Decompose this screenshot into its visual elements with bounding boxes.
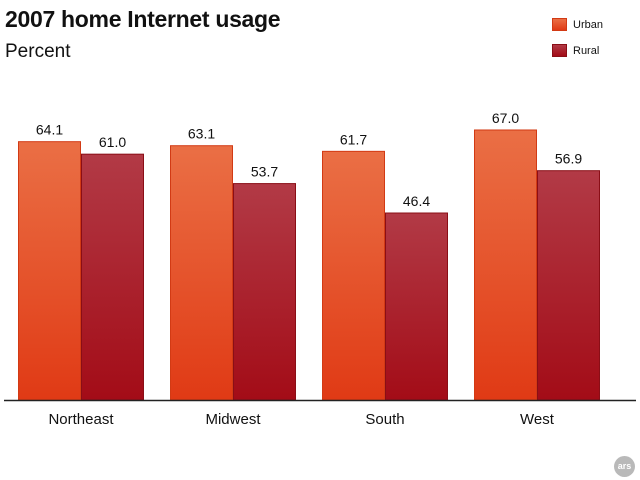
- value-label-rural-northeast: 61.0: [99, 134, 126, 150]
- legend: Urban Rural: [552, 15, 603, 67]
- legend-swatch-urban: [552, 18, 567, 31]
- chart-subtitle: Percent: [5, 41, 71, 62]
- bar-rural-northeast: [81, 153, 144, 401]
- value-labels-group: 64.1 61.0 63.1 53.7 61.7 46.4 67.0 56.9: [36, 110, 582, 209]
- value-label-urban-northeast: 64.1: [36, 122, 63, 138]
- bar-urban-west: [474, 129, 537, 401]
- category-label-midwest: Midwest: [205, 411, 261, 428]
- value-label-urban-south: 61.7: [340, 131, 367, 147]
- legend-label-urban: Urban: [573, 18, 603, 31]
- bar-rural-west: [537, 170, 600, 401]
- bar-rural-south: [385, 212, 448, 401]
- value-label-rural-south: 46.4: [403, 193, 430, 209]
- value-label-urban-west: 67.0: [492, 110, 519, 126]
- legend-item-rural: Rural: [552, 41, 603, 60]
- bar-urban-south: [322, 150, 385, 401]
- bar-rural-midwest: [233, 183, 296, 401]
- category-label-west: West: [520, 411, 555, 428]
- bars-group: [18, 129, 600, 401]
- category-label-south: South: [365, 411, 404, 428]
- legend-swatch-rural: [552, 44, 567, 57]
- ars-logo-badge: ars: [614, 456, 635, 477]
- value-label-rural-west: 56.9: [555, 151, 582, 167]
- chart-title: 2007 home Internet usage: [5, 6, 281, 32]
- value-label-rural-midwest: 53.7: [251, 164, 278, 180]
- category-labels-group: Northeast Midwest South West: [48, 411, 554, 428]
- value-label-urban-midwest: 63.1: [188, 126, 215, 142]
- category-label-northeast: Northeast: [48, 411, 114, 428]
- legend-label-rural: Rural: [573, 44, 600, 57]
- legend-item-urban: Urban: [552, 15, 603, 34]
- bar-urban-northeast: [18, 141, 81, 401]
- bar-urban-midwest: [170, 145, 233, 401]
